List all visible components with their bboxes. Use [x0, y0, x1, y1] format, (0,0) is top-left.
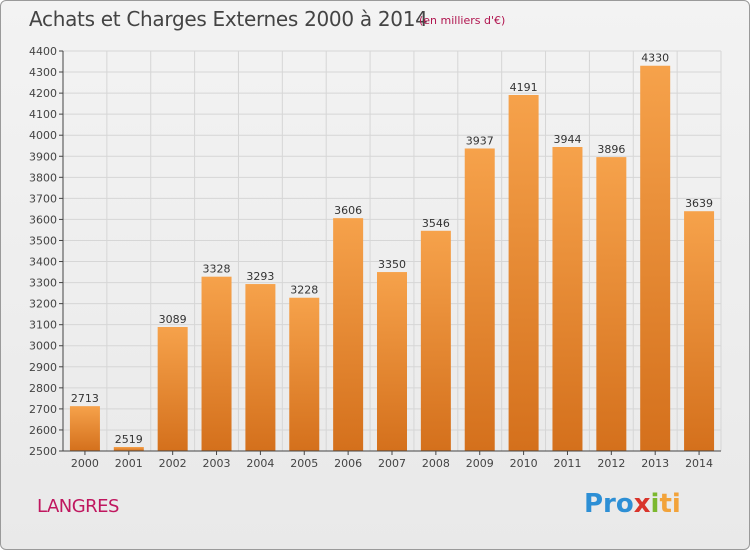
bar-2010	[508, 95, 539, 451]
bar-2001	[113, 447, 144, 451]
commune-name: LANGRES	[37, 496, 119, 517]
y-tick-label: 3900	[29, 150, 57, 163]
bar-2014	[684, 211, 715, 451]
data-label-2009: 3937	[466, 134, 494, 147]
data-label-2008: 3546	[422, 217, 450, 230]
brand-part-3: i	[650, 489, 660, 519]
x-tick-label-2011: 2011	[553, 457, 581, 470]
data-label-2014: 3639	[685, 197, 713, 210]
y-tick-label: 3400	[29, 256, 57, 269]
data-label-2005: 3228	[290, 284, 318, 297]
bar-2000	[69, 406, 100, 451]
y-tick-label: 4200	[29, 87, 57, 100]
x-tick-label-2008: 2008	[422, 457, 450, 470]
x-tick-label-2002: 2002	[159, 457, 187, 470]
bar-layer: 2713 2519 3089 3328 3293 3228 3606 3350 3546 3937…	[69, 52, 715, 451]
data-label-2001: 2519	[115, 433, 143, 446]
y-tick-label: 4400	[29, 45, 57, 58]
data-label-2007: 3350	[378, 258, 406, 271]
unit-note: (en milliers d'€)	[419, 14, 506, 27]
data-label-2000: 2713	[71, 392, 99, 405]
x-tick-label-2003: 2003	[203, 457, 231, 470]
brand-part-4: ti	[659, 489, 681, 519]
data-label-2012: 3896	[597, 143, 625, 156]
data-label-2006: 3606	[334, 204, 362, 217]
y-tick-label: 2500	[29, 445, 57, 458]
x-tick-label-2014: 2014	[685, 457, 713, 470]
x-tick-label-2006: 2006	[334, 457, 362, 470]
y-tick-label: 2800	[29, 382, 57, 395]
y-tick-label: 3700	[29, 192, 57, 205]
data-label-2004: 3293	[246, 270, 274, 283]
bar-2008	[420, 230, 451, 451]
data-label-2010: 4191	[510, 81, 538, 94]
bar-2002	[157, 327, 188, 451]
x-tick-label-2007: 2007	[378, 457, 406, 470]
y-tick-label: 3200	[29, 298, 57, 311]
x-tick-label-2000: 2000	[71, 457, 99, 470]
bar-2006	[333, 218, 364, 451]
data-label-2002: 3089	[159, 313, 187, 326]
y-tick-label: 4000	[29, 129, 57, 142]
x-tick-label-2010: 2010	[510, 457, 538, 470]
y-tick-label: 3800	[29, 171, 57, 184]
data-label-2011: 3944	[553, 133, 581, 146]
y-tick-label: 3000	[29, 340, 57, 353]
brand-logo: Proxiti	[584, 489, 681, 519]
x-tick-label-2004: 2004	[246, 457, 274, 470]
y-tick-label: 4300	[29, 66, 57, 79]
y-tick-label: 2600	[29, 424, 57, 437]
axis-layer: 2500 2600 2700 2800 2900 3000 3100 3200 3300 3400…	[29, 45, 721, 470]
bar-2005	[289, 297, 320, 451]
data-label-2013: 4330	[641, 52, 669, 65]
y-tick-label: 4100	[29, 108, 57, 121]
chart-title: Achats et Charges Externes 2000 à 2014	[29, 7, 428, 31]
data-label-2003: 3328	[203, 263, 231, 276]
y-tick-label: 3100	[29, 319, 57, 332]
y-tick-label: 2700	[29, 403, 57, 416]
y-tick-label: 3600	[29, 213, 57, 226]
y-tick-label: 3300	[29, 277, 57, 290]
x-tick-label-2013: 2013	[641, 457, 669, 470]
bar-2013	[640, 65, 671, 451]
bar-2007	[377, 272, 407, 451]
x-tick-label-2009: 2009	[466, 457, 494, 470]
x-tick-label-2012: 2012	[597, 457, 625, 470]
x-tick-label-2005: 2005	[290, 457, 318, 470]
y-tick-label: 2900	[29, 361, 57, 374]
brand-part-2: x	[633, 489, 651, 519]
bar-2011	[552, 147, 583, 451]
brand-part-1: Pro	[584, 489, 634, 519]
bar-2012	[596, 157, 627, 451]
x-tick-label-2001: 2001	[115, 457, 143, 470]
bar-2009	[464, 148, 495, 451]
bar-2003	[201, 276, 232, 451]
y-tick-label: 3500	[29, 234, 57, 247]
bar-2004	[245, 284, 276, 451]
